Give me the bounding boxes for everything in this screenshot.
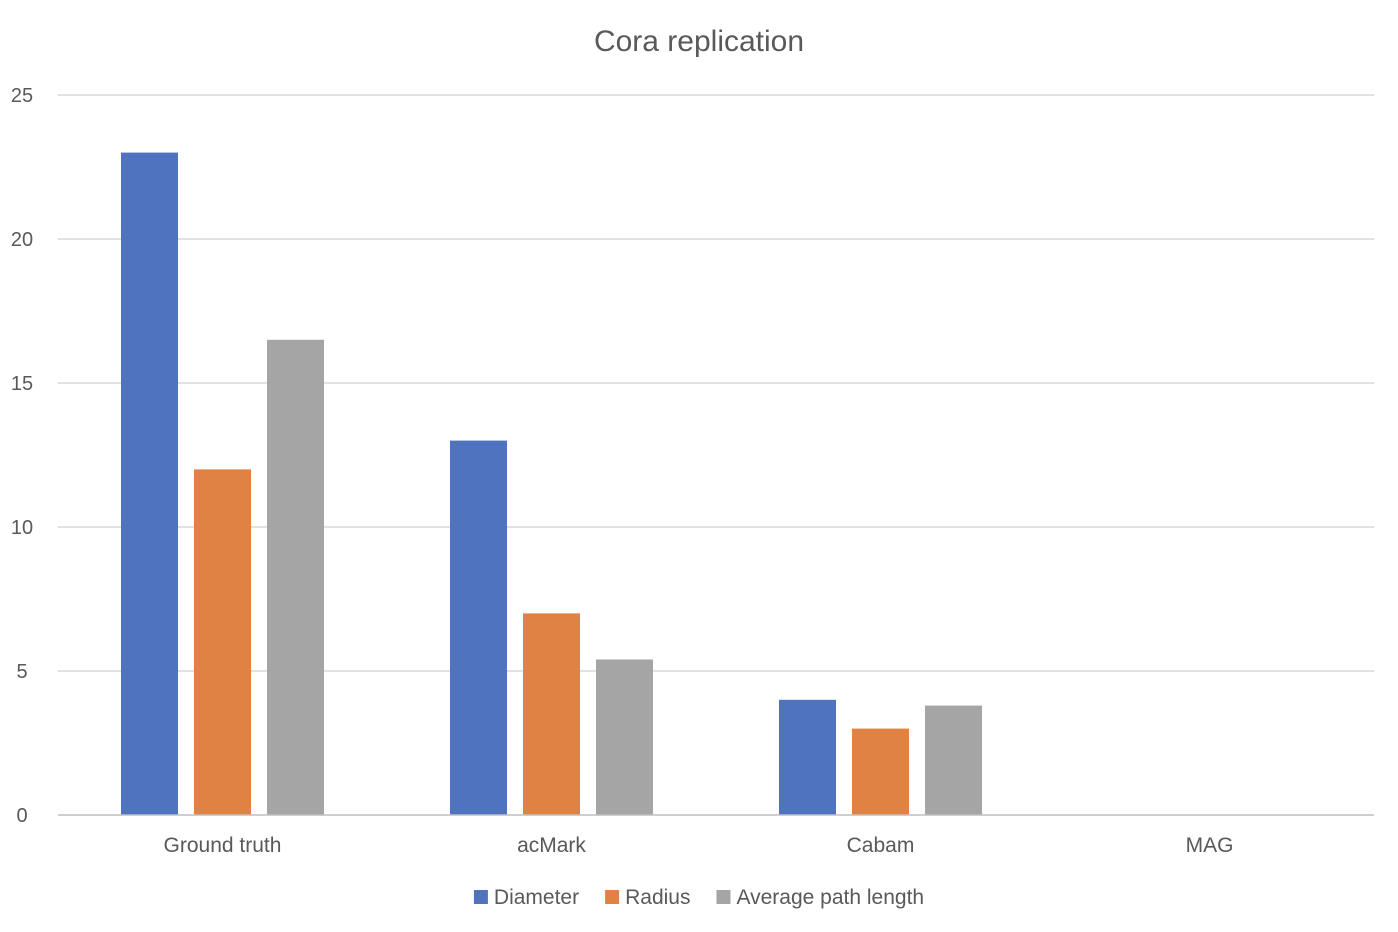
legend-swatch (716, 890, 731, 904)
bar-diameter (779, 699, 836, 815)
bars (121, 152, 982, 816)
y-tick-label: 15 (11, 373, 33, 395)
bar-average-path-length (267, 339, 324, 815)
bar-radius (852, 728, 909, 815)
x-category-label: MAG (1186, 834, 1234, 857)
y-tick-label: 10 (11, 517, 33, 539)
y-tick-label: 0 (16, 805, 27, 827)
x-category-label: Ground truth (164, 834, 282, 857)
legend-label: Diameter (494, 886, 579, 909)
legend-swatch (473, 890, 488, 904)
legend: Diameter Radius Average path length (473, 886, 924, 909)
legend-swatch (605, 890, 620, 904)
legend-label: Average path length (736, 886, 924, 909)
x-category-label: Cabam (847, 834, 915, 857)
y-axis-ticks: 0 5 10 15 20 25 (11, 85, 33, 827)
bar-diameter (450, 440, 507, 815)
bar-radius (194, 469, 251, 815)
x-axis-categories: Ground truth acMark Cabam MAG (164, 834, 1234, 857)
legend-label: Radius (625, 886, 690, 909)
gridlines (58, 94, 1374, 672)
bar-radius (523, 613, 580, 815)
y-tick-label: 20 (11, 229, 33, 251)
bar-average-path-length (596, 659, 653, 815)
chart-title: Cora replication (594, 25, 804, 58)
y-tick-label: 5 (16, 661, 27, 683)
bar-average-path-length (925, 705, 982, 815)
x-category-label: acMark (517, 834, 586, 857)
y-tick-label: 25 (11, 85, 33, 107)
bar-diameter (121, 152, 178, 816)
